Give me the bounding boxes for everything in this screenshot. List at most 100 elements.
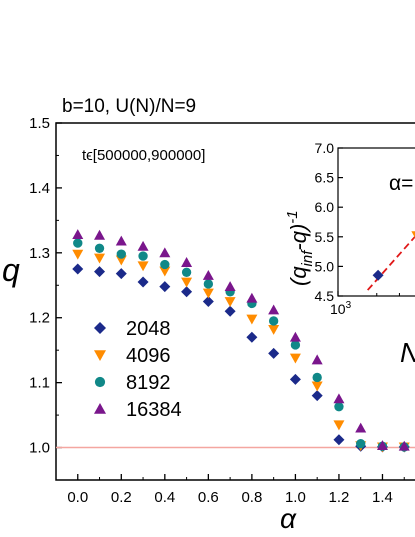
data-point-2048 [181,286,193,298]
data-point-16384 [376,440,388,450]
data-point-4096 [137,261,149,272]
data-point-16384 [289,331,301,342]
legend-label: 2048 [126,318,171,340]
data-point-16384 [72,229,84,240]
data-point-2048 [202,296,214,307]
x-tick-label: 0.0 [67,489,88,506]
data-point-16384 [137,240,149,251]
data-point-8192 [268,316,279,326]
main-plot-frame [55,122,415,481]
data-point-8192 [290,340,301,350]
data-point-16384 [181,257,193,267]
data-point-4096 [311,381,323,392]
data-point-8192 [203,279,214,289]
data-point-8192 [94,243,105,253]
main-annotation: tϵ[500000,900000] [82,147,205,164]
legend-marker-16384 [94,403,106,414]
data-point-2048 [72,263,84,275]
data-point-4096 [94,253,106,264]
inset-y-tick-label: 5.5 [315,229,335,245]
data-point-2048 [224,305,236,317]
main-x-axis-label: α [280,503,297,534]
main-chart-title: b=10, U(N)/N=9 [62,96,196,117]
data-point-8192 [73,238,83,248]
data-point-4096 [333,420,345,431]
y-tick-label: 1.4 [29,180,50,197]
data-point-8192 [356,438,366,449]
data-point-16384 [94,229,106,240]
data-point-16384 [333,393,345,404]
inset-data-point-2048 [372,269,384,281]
x-tick-label: 1.0 [285,489,306,506]
data-point-4096 [268,325,280,335]
y-tick-label: 1.5 [29,115,50,132]
data-point-4096 [246,314,258,325]
data-point-8192 [116,249,126,259]
legend-label: 8192 [126,372,171,394]
inset-y-tick-label: 7.0 [315,140,335,156]
data-point-16384 [268,304,280,315]
inset-plot-frame [337,147,415,297]
y-tick-label: 1.0 [29,440,50,457]
data-point-2048 [333,434,345,446]
data-point-2048 [289,373,301,385]
data-point-16384 [159,247,171,258]
data-point-4096 [224,297,236,307]
data-point-16384 [115,235,127,246]
x-tick-label: 1.4 [372,489,393,506]
inset-background [338,148,415,296]
data-point-8192 [138,251,148,261]
data-point-16384 [202,270,214,280]
data-point-4096 [72,249,84,260]
data-point-16384 [311,354,323,365]
x-tick-label: 0.2 [111,489,132,506]
y-tick-label: 1.3 [29,245,50,262]
svg-text:(qinf-q)-1: (qinf-q)-1 [284,210,316,286]
legend-marker-8192 [94,376,106,388]
data-point-8192 [312,372,322,383]
legend-label: 16384 [126,399,182,421]
inset-x-tick-label: 103 [330,300,352,317]
data-point-4096 [202,288,214,299]
x-tick-label: 0.8 [241,489,262,506]
data-point-16384 [246,292,258,303]
data-point-8192 [160,259,170,270]
data-point-4096 [181,277,193,288]
data-point-4096 [159,266,171,277]
data-point-8192 [181,267,192,277]
inset-data-points [372,231,415,281]
data-point-16384 [355,422,367,433]
inset-y-axis-label: (qinf-q)-1 [284,210,316,286]
inset-y-tick-label: 4.5 [315,288,335,304]
x-tick-label: 1.2 [329,489,350,506]
legend-marker-2048 [94,322,106,334]
legend-label: 4096 [126,345,171,367]
data-point-2048 [159,281,171,293]
data-point-2048 [137,276,149,288]
data-point-2048 [246,331,258,343]
inset-title: α= [389,172,413,195]
data-point-2048 [268,347,280,359]
inset-y-tick-label: 6.5 [315,170,335,186]
main-axes: 0.0 0.2 0.4 0.6 0.8 1.0 1.2 1.4 1.0 1.1 1.2 1.3 1.4 1… [29,115,405,506]
legend-marker-4096 [94,350,106,361]
data-point-16384 [224,281,236,291]
y-tick-label: 1.2 [29,310,50,327]
inset-y-tick-label: 6.0 [315,199,335,215]
data-point-2048 [115,268,127,280]
main-y-axis-label: q [2,252,20,288]
main-data-points [72,229,410,453]
data-point-4096 [115,255,127,266]
inset-y-tick-label: 5.0 [315,258,335,274]
inset-x-axis-label: N [400,337,415,368]
data-point-2048 [94,266,106,278]
y-tick-label: 1.1 [29,375,50,392]
main-legend: 2048 4096 8192 16384 [94,318,182,421]
x-tick-label: 0.6 [198,489,219,506]
data-point-2048 [311,390,323,402]
inset-axes: 4.5 5.0 5.5 6.0 6.5 7.0 103 [315,140,400,317]
data-point-8192 [334,401,344,412]
inset-data-point-4096 [411,231,415,238]
data-point-4096 [289,353,301,364]
